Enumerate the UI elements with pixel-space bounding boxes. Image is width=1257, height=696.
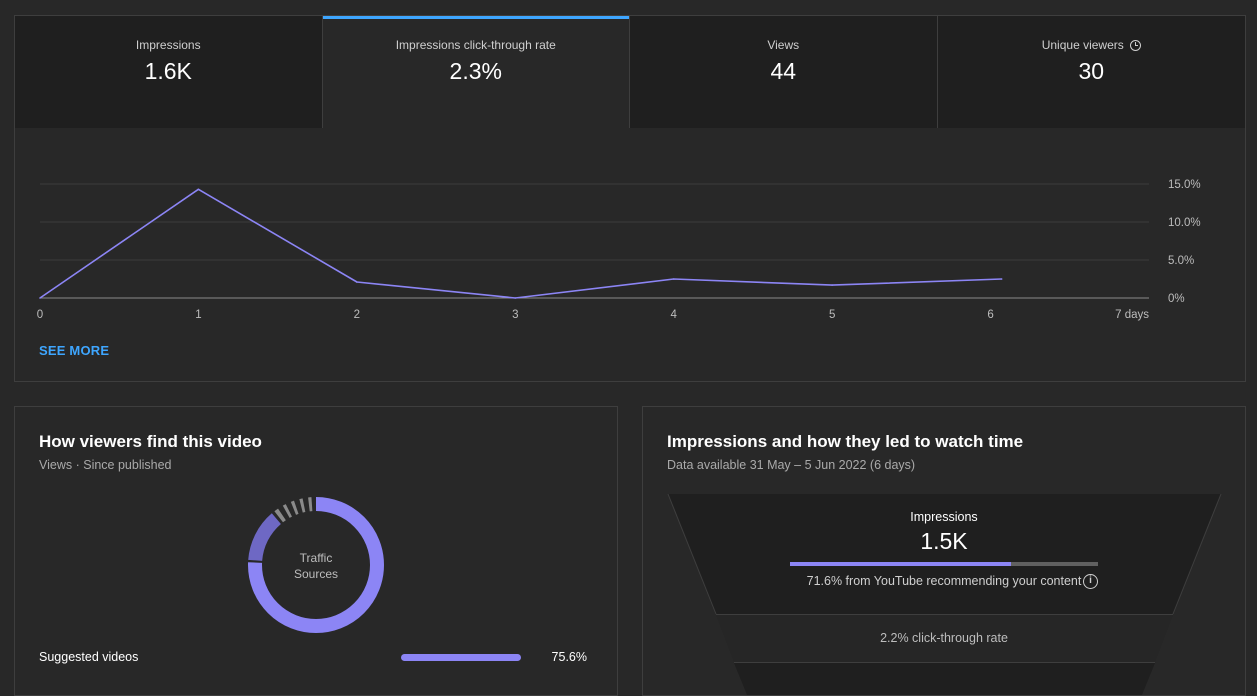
overview-card: Impressions 1.6K Impressions click-throu… — [14, 15, 1246, 382]
donut-segment-suggested — [248, 497, 384, 633]
x-tick-label: 5 — [829, 309, 835, 321]
data-point — [1000, 278, 1003, 280]
source-name: Suggested videos — [39, 650, 139, 664]
data-point — [672, 278, 675, 280]
tab-label: Impressions — [135, 38, 201, 52]
clock-icon — [1129, 39, 1141, 51]
x-tick-label: 6 — [987, 309, 993, 321]
y-tick-label: 5.0% — [1168, 255, 1194, 267]
x-tick-label: 3 — [512, 309, 518, 321]
x-tick-label: 7 days — [1115, 309, 1149, 321]
x-tick-label: 1 — [195, 309, 201, 321]
recommend-note: 71.6% from YouTube recommending your con… — [806, 574, 1082, 588]
ctr-line-chart: 15.0% 10.0% 5.0% 0% 0 1 2 3 4 5 6 7 days — [37, 179, 1201, 321]
impressions-funnel-card: Impressions and how they led to watch ti… — [642, 406, 1246, 696]
metric-tabs: Impressions 1.6K Impressions click-throu… — [15, 16, 1245, 128]
traffic-sources-card: How viewers find this video Views · Sinc… — [14, 406, 618, 696]
card-title: Impressions and how they led to watch ti… — [667, 432, 1024, 451]
donut-label-line1: Traffic — [299, 551, 333, 565]
funnel-impressions-value: 1.5K — [920, 528, 968, 554]
source-value: 75.6% — [551, 650, 587, 664]
tab-impressions[interactable]: Impressions 1.6K — [15, 16, 323, 128]
tab-views[interactable]: Views 44 — [630, 16, 938, 128]
y-tick-label: 0% — [1168, 293, 1185, 305]
card-title: How viewers find this video — [39, 432, 262, 451]
info-icon[interactable]: i — [1083, 574, 1098, 589]
x-tick-label: 4 — [671, 309, 678, 321]
funnel-edge — [667, 493, 717, 615]
see-more-link[interactable]: SEE MORE — [39, 343, 110, 358]
card-subtitle: Data available 31 May – 5 Jun 2022 (6 da… — [667, 458, 916, 472]
recommend-share-fill — [790, 562, 1011, 566]
tab-value: 44 — [770, 58, 797, 84]
tab-value: 1.6K — [144, 58, 192, 84]
traffic-source-row[interactable]: Suggested videos 75.6% — [39, 650, 587, 670]
tab-label: Unique viewers — [1041, 38, 1124, 52]
tab-label: Views — [767, 38, 800, 52]
tab-value: 2.3% — [449, 58, 502, 84]
data-point — [356, 281, 358, 283]
x-tick-label: 0 — [37, 309, 43, 321]
tab-value: 30 — [1078, 58, 1105, 84]
tab-unique-viewers[interactable]: Unique viewers 30 — [937, 16, 1245, 128]
data-point — [514, 297, 517, 299]
card-subtitle: Views · Since published — [39, 458, 172, 472]
series-line-ctr — [39, 188, 1002, 299]
funnel-stage-impressions — [668, 494, 1221, 614]
funnel-impressions-label: Impressions — [910, 510, 978, 524]
donut-label-line2: Sources — [293, 567, 339, 581]
y-tick-label: 15.0% — [1168, 179, 1201, 191]
traffic-sources-donut[interactable]: Traffic Sources — [245, 494, 387, 636]
x-tick-label: 2 — [354, 309, 360, 321]
tab-label: Impressions click-through rate — [395, 38, 556, 52]
y-tick-label: 10.0% — [1168, 217, 1201, 229]
donut-svg — [248, 497, 384, 633]
data-point — [197, 188, 200, 191]
tab-impressions-ctr[interactable]: Impressions click-through rate 2.3% — [322, 16, 630, 128]
data-point — [831, 284, 833, 286]
funnel-edge — [1172, 493, 1222, 615]
funnel-stage-ctr — [716, 615, 1173, 662]
data-point — [39, 297, 41, 299]
funnel-stage-views — [734, 663, 1155, 695]
funnel-ctr-text: 2.2% click-through rate — [880, 631, 1008, 645]
source-bar — [401, 654, 521, 661]
recommend-share-bar — [790, 562, 1098, 566]
